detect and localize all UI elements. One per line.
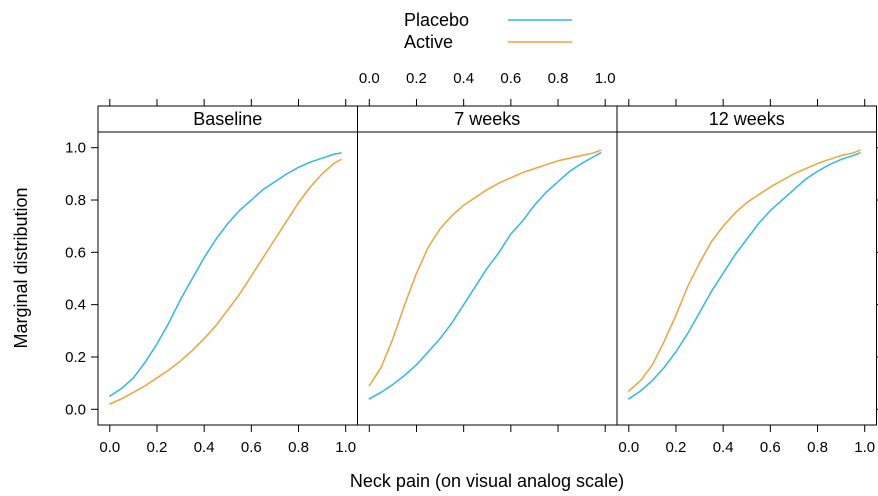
panel-1: Baseline xyxy=(97,105,358,426)
x-tick-label-bottom: 0.2 xyxy=(666,439,687,456)
x-tick-label-bottom: 1.0 xyxy=(854,439,875,456)
x-tick-label-bottom: 0.6 xyxy=(760,439,781,456)
panel-title: Baseline xyxy=(193,109,262,129)
x-tick-label-bottom: 0.2 xyxy=(147,439,168,456)
x-tick-label-bottom: 0.0 xyxy=(618,439,639,456)
x-tick-label-bottom: 0.8 xyxy=(288,439,309,456)
panel-strip xyxy=(616,105,877,133)
series-line-active xyxy=(368,149,602,387)
series-line-placebo xyxy=(628,152,861,400)
left-axis: 0.0 0.2 0.4 0.6 0.8 1.0 xyxy=(65,140,98,418)
y-tick-label: 0.0 xyxy=(65,401,86,418)
x-axis-label: Neck pain (on visual analog scale) xyxy=(350,471,624,491)
y-tick-label: 0.8 xyxy=(65,192,86,209)
x-tick-label-bottom: 0.0 xyxy=(99,439,120,456)
x-tick-label-bottom: 0.8 xyxy=(807,439,828,456)
panels: Baseline 7 weeks 12 weeks xyxy=(97,105,877,426)
panel-frame xyxy=(616,131,877,426)
y-axis-label: Marginal distribution xyxy=(11,187,31,348)
panel-title: 7 weeks xyxy=(454,109,520,129)
top-axis: 0.0 0.2 0.4 0.6 0.8 1.0 xyxy=(109,70,866,106)
x-tick-label-top: 0.0 xyxy=(359,70,380,87)
x-tick-label-top: 1.0 xyxy=(595,70,616,87)
x-tick-label-top: 0.2 xyxy=(406,70,427,87)
series-line-active xyxy=(109,158,342,405)
legend-label-active: Active xyxy=(404,32,453,52)
x-tick-label-top: 0.4 xyxy=(453,70,474,87)
y-tick-label: 0.6 xyxy=(65,244,86,261)
series-line-placebo xyxy=(368,152,602,400)
panel-2: 7 weeks xyxy=(357,105,618,426)
legend-label-placebo: Placebo xyxy=(404,10,469,30)
bottom-axis: 0.0 0.2 0.4 0.6 0.8 1.0 0.0 0.2 0.4 0.6 0.8 1.0 xyxy=(99,425,875,456)
series-line-active xyxy=(628,149,861,392)
x-tick-label-top: 0.6 xyxy=(500,70,521,87)
x-tick-label-bottom: 1.0 xyxy=(335,439,356,456)
y-tick-label: 0.2 xyxy=(65,349,86,366)
panel-3: 12 weeks xyxy=(616,105,877,426)
y-tick-label: 0.4 xyxy=(65,297,86,314)
panel-title: 12 weeks xyxy=(709,109,785,129)
x-tick-label-top: 0.8 xyxy=(548,70,569,87)
x-tick-label-bottom: 0.6 xyxy=(241,439,262,456)
x-tick-label-bottom: 0.4 xyxy=(194,439,215,456)
panel-frame xyxy=(97,131,358,426)
series-line-placebo xyxy=(109,152,342,397)
y-tick-label: 1.0 xyxy=(65,140,86,157)
x-tick-label-bottom: 0.4 xyxy=(713,439,734,456)
